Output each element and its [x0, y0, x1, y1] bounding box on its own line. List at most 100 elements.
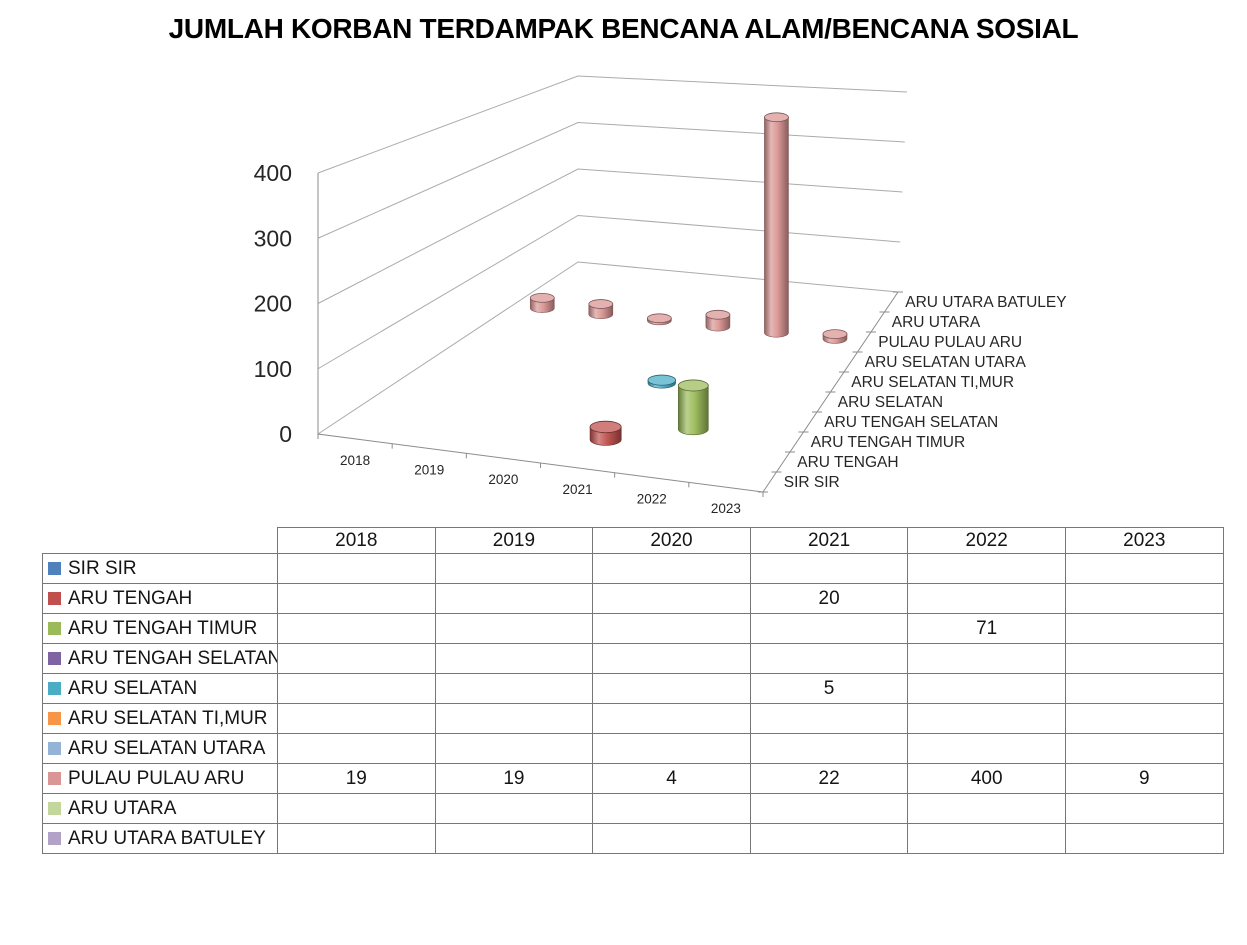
value-cell: 71	[907, 613, 1066, 644]
series-tick-label: ARU SELATAN UTARA	[865, 354, 1027, 371]
table-row: SIR SIR	[42, 553, 1224, 584]
category-tick-label: 2022	[637, 492, 667, 507]
row-label-cell: ARU TENGAH SELATAN	[42, 643, 278, 674]
value-cell	[1064, 793, 1224, 824]
row-label: ARU SELATAN UTARA	[68, 737, 266, 759]
series-tick-label: ARU UTARA BATULEY	[905, 294, 1066, 311]
series-tick-label: ARU TENGAH	[797, 454, 898, 471]
value-cell: 400	[907, 763, 1066, 794]
row-label: ARU UTARA	[68, 797, 177, 819]
value-cell	[907, 733, 1066, 764]
category-tick-label: 2019	[414, 463, 444, 478]
table-header: 2018 2019 2020 2021 2022 2023	[43, 527, 1224, 554]
category-tick-label: 2018	[340, 453, 370, 468]
value-cell	[434, 583, 594, 614]
value-cell	[749, 703, 909, 734]
legend-swatch	[48, 771, 61, 785]
value-cell	[434, 793, 594, 824]
row-label: ARU UTARA BATULEY	[68, 827, 266, 849]
row-label-cell: PULAU PULAU ARU	[42, 763, 278, 794]
legend-swatch	[48, 621, 61, 635]
legend-swatch	[48, 561, 61, 575]
value-cell	[592, 823, 751, 854]
row-label-cell: ARU SELATAN UTARA	[42, 733, 278, 764]
table-row: ARU TENGAH 20	[42, 583, 1224, 614]
row-label: ARU SELATAN	[68, 677, 198, 699]
value-cell	[592, 733, 751, 764]
value-cell	[434, 703, 594, 734]
series-tick-label: SIR SIR	[784, 474, 840, 491]
series-tick-label: ARU TENGAH TIMUR	[811, 434, 965, 451]
cylinder-pulau-pulau-aru-2018	[529, 293, 555, 313]
row-label: ARU SELATAN TI,MUR	[68, 707, 268, 729]
year-header-cell: 2021	[749, 527, 909, 554]
table-row: ARU SELATAN UTARA	[42, 733, 1224, 764]
value-cell	[277, 793, 436, 824]
legend-swatch	[48, 741, 61, 755]
value-cell	[592, 553, 751, 584]
value-cell	[277, 613, 436, 644]
category-tick-label: 2021	[563, 482, 593, 497]
value-cell	[1064, 583, 1224, 614]
row-label-cell: ARU TENGAH TIMUR	[42, 613, 278, 644]
value-cell: 22	[749, 763, 909, 794]
legend-swatch	[48, 681, 61, 695]
cylinders	[529, 112, 848, 446]
cylinder-aru-tengah-timur-2022	[677, 379, 709, 436]
legend-swatch	[48, 831, 61, 845]
value-cell: 20	[749, 583, 909, 614]
table-row: ARU TENGAH TIMUR 71	[42, 613, 1224, 644]
value-cell	[749, 793, 909, 824]
value-cell	[434, 613, 594, 644]
value-cell	[907, 673, 1066, 704]
series-tick-label: ARU TENGAH SELATAN	[824, 414, 998, 431]
cylinder-aru-tengah-2021	[589, 420, 622, 446]
value-axis-labels: 0 100 200 300 400	[254, 160, 292, 447]
cylinder-pulau-pulau-aru-2020	[646, 313, 672, 326]
row-label: PULAU PULAU ARU	[68, 767, 245, 789]
row-label-cell: SIR SIR	[42, 553, 278, 584]
cylinder-pulau-pulau-aru-2021	[705, 309, 731, 332]
value-cell	[907, 553, 1066, 584]
row-label-cell: ARU SELATAN	[42, 673, 278, 704]
value-cell: 9	[1064, 763, 1224, 794]
chart-data-table: 2018 2019 2020 2021 2022 2023 SIR SIR ARU TENG…	[42, 527, 1224, 854]
series-tick-label: ARU SELATAN TI,MUR	[851, 374, 1014, 391]
year-header-cell: 2018	[277, 527, 436, 554]
value-cell	[1064, 823, 1224, 854]
value-cell	[434, 553, 594, 584]
value-cell	[434, 733, 594, 764]
cylinder-pulau-pulau-aru-2023	[822, 329, 848, 344]
value-cell	[592, 643, 751, 674]
value-tick-label: 300	[254, 225, 292, 251]
value-cell	[592, 793, 751, 824]
value-cell	[277, 643, 436, 674]
row-label-cell: ARU SELATAN TI,MUR	[42, 703, 278, 734]
legend-swatch	[48, 711, 61, 725]
value-cell	[1064, 703, 1224, 734]
table-header-row: 2018 2019 2020 2021 2022 2023	[43, 527, 1224, 554]
legend-swatch	[48, 591, 61, 605]
row-label-cell: ARU TENGAH	[42, 583, 278, 614]
value-cell	[592, 703, 751, 734]
value-cell: 19	[277, 763, 436, 794]
table-corner-cell	[43, 528, 278, 554]
value-cell	[1064, 643, 1224, 674]
table-row: PULAU PULAU ARU 19 19 4 22 400 9	[42, 763, 1224, 794]
value-tick-label: 200	[254, 291, 292, 317]
category-tick-label: 2020	[488, 472, 518, 487]
value-cell	[592, 613, 751, 644]
value-cell	[434, 673, 594, 704]
table-row: ARU SELATAN 5	[42, 673, 1224, 704]
category-axis-labels: 2018 2019 2020 2021 2022 2023	[340, 453, 741, 516]
series-tick-label: ARU UTARA	[892, 314, 981, 331]
value-cell	[592, 673, 751, 704]
value-cell	[277, 673, 436, 704]
value-cell	[277, 703, 436, 734]
value-cell	[907, 703, 1066, 734]
value-cell	[277, 553, 436, 584]
value-cell	[749, 643, 909, 674]
row-label-cell: ARU UTARA BATULEY	[42, 823, 278, 854]
series-axis-labels: SIR SIR ARU TENGAH ARU TENGAH TIMUR ARU TEN…	[784, 294, 1067, 491]
year-header-cell: 2022	[907, 527, 1066, 554]
